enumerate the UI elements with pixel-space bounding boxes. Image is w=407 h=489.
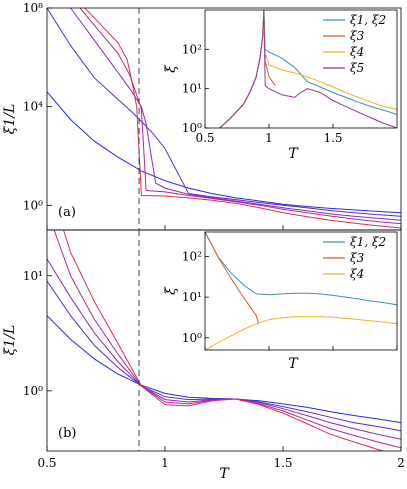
inset-x-tick-label: 0.5 [195, 131, 214, 145]
inset-series-line-b-0 [205, 232, 397, 306]
panel-label: (a) [58, 205, 76, 220]
y-tick-label: 10⁴ [23, 100, 43, 114]
y-tick-label: 10¹ [23, 269, 43, 283]
inset-a: 10⁰ 10¹ 10² 0.5 1 1.5 Tξ ξ1, ξ2 ξ3 ξ4 ξ5 [163, 9, 398, 162]
inset-y-tick-label: 10⁰ [182, 121, 202, 135]
inset-y-tick-label: 10² [182, 42, 202, 56]
inset-x-axis-label: T [288, 146, 299, 162]
legend-entry: ξ3 [350, 29, 365, 43]
series-group [47, 230, 401, 451]
inset-series-line-b-1 [205, 232, 260, 324]
series-line-a-2 [70, 8, 401, 221]
series-line-a-0 [47, 91, 401, 214]
inset-x-axis-label: T [288, 356, 299, 372]
inset-y-axis-label: ξ [163, 286, 179, 295]
series-line-a-3 [79, 8, 401, 225]
inset-y-tick-label: 10⁰ [182, 331, 202, 345]
legend-entry: ξ4 [350, 45, 364, 59]
inset-y-tick-label: 10¹ [182, 290, 202, 304]
legend: ξ1, ξ2 ξ3 ξ4 [323, 235, 386, 281]
x-tick-label: 2 [397, 456, 405, 470]
axes-frame [46, 229, 402, 452]
legend-entry: ξ1, ξ2 [350, 13, 386, 27]
y-tick-label: 10⁰ [23, 198, 43, 212]
inset-x-tick-label: 1.5 [323, 131, 342, 145]
legend: ξ1, ξ2 ξ3 ξ4 ξ5 [323, 13, 386, 75]
inset-y-tick-label: 10¹ [182, 82, 202, 96]
series-line-b-4 [63, 230, 385, 451]
series-group [47, 8, 401, 229]
inset-series-line-b-2 [205, 316, 397, 350]
inset-y-tick-label: 10² [182, 249, 202, 263]
inset-series-group [205, 232, 397, 350]
y-axis-label: ξ1/L [2, 325, 18, 356]
panel-a: 10⁰ 10⁴ 10⁸ (a) ξ1/L 10⁰ 10¹ 10² 0.5 1 1.5 Tξ ξ1, ξ2… [2, 1, 402, 231]
x-tick-label: 0.5 [37, 456, 56, 470]
inset-b: 10⁰ 10¹ 10² Tξ ξ1, ξ2 ξ3 ξ4 [163, 231, 398, 372]
y-tick-label: 10⁰ [23, 384, 43, 398]
legend-entry: ξ3 [350, 251, 365, 265]
inset-series-line-a-3 [219, 10, 397, 128]
inset-frame [204, 9, 398, 129]
inset-y-axis-label: ξ [163, 64, 179, 73]
legend-entry: ξ4 [350, 267, 364, 281]
y-tick-label: 10⁸ [23, 1, 43, 15]
inset-x-tick-label: 1 [265, 131, 273, 145]
legend-entry: ξ1, ξ2 [350, 235, 386, 249]
panel-label: (b) [58, 426, 76, 441]
inset-series-group [219, 10, 397, 128]
series-line-a-4 [84, 8, 401, 229]
x-axis-label: T [219, 466, 230, 482]
series-line-a-1 [47, 8, 401, 217]
x-tick-label: 1 [161, 456, 169, 470]
x-tick-label: 1.5 [273, 456, 292, 470]
y-axis-label: ξ1/L [2, 104, 18, 135]
legend-entry: ξ5 [350, 61, 364, 75]
inset-frame [204, 231, 398, 351]
